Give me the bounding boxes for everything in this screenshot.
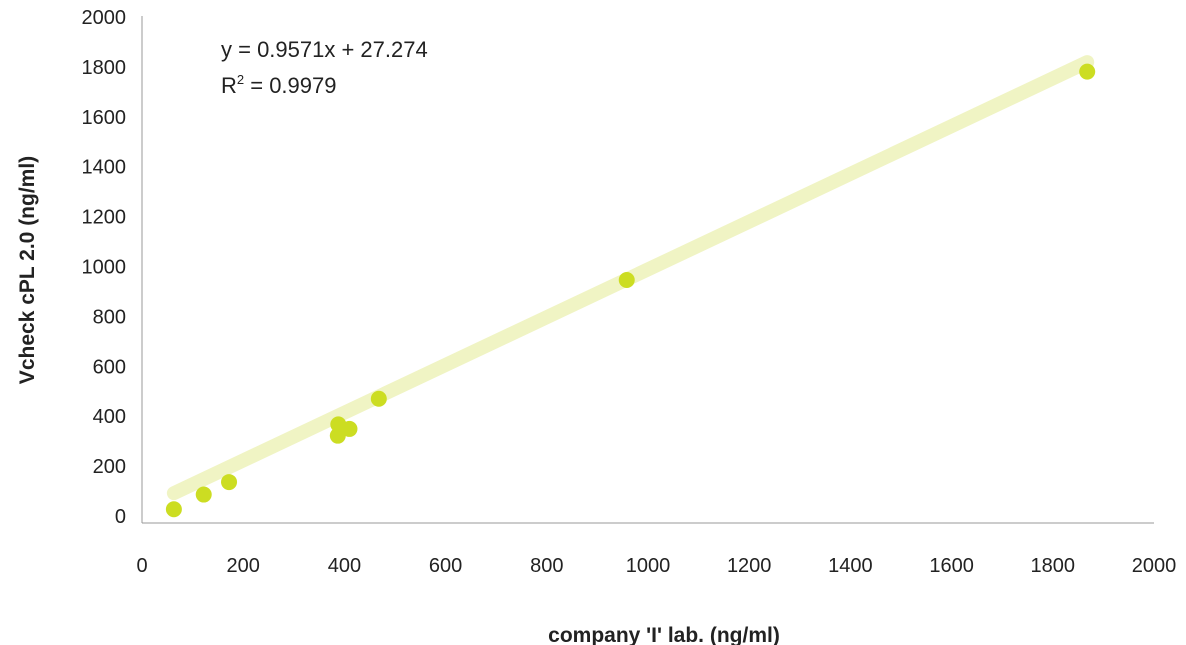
x-tick-label: 1200 <box>727 555 772 577</box>
r-squared-label: R2 = 0.9979 <box>221 72 337 98</box>
x-tick-label: 0 <box>136 555 147 577</box>
x-tick-label: 200 <box>227 555 260 577</box>
y-tick-label: 1800 <box>82 57 127 79</box>
y-tick-label: 1400 <box>82 157 127 179</box>
data-point <box>195 486 212 503</box>
data-point <box>618 271 635 288</box>
x-axis-ticks: 0 200 400 600 800 1000 1200 1400 1600 1800 2000 <box>136 555 1176 577</box>
x-tick-label: 400 <box>328 555 361 577</box>
data-point <box>370 390 387 407</box>
axes <box>141 16 1154 524</box>
trendline-equation: y = 0.9571x + 27.274 <box>221 37 428 62</box>
y-tick-label: 1600 <box>82 107 127 129</box>
x-axis-title: company 'I' lab. (ng/ml) <box>548 624 780 645</box>
y-axis-title: Vcheck cPL 2.0 (ng/ml) <box>16 156 39 384</box>
x-tick-label: 800 <box>530 555 563 577</box>
data-point <box>221 474 238 491</box>
r-squared-value: = 0.9979 <box>244 73 336 98</box>
y-tick-label: 800 <box>93 306 126 328</box>
y-tick-label: 600 <box>93 356 126 378</box>
y-tick-label: 2000 <box>82 7 127 29</box>
data-point <box>1079 63 1096 80</box>
y-tick-label: 200 <box>93 456 126 478</box>
r-squared-prefix: R <box>221 73 237 98</box>
x-tick-label: 1400 <box>828 555 873 577</box>
x-tick-label: 1800 <box>1031 555 1076 577</box>
y-tick-label: 1200 <box>82 207 127 229</box>
x-tick-label: 1600 <box>929 555 974 577</box>
r-squared-superscript: 2 <box>237 72 244 87</box>
data-points <box>165 63 1096 518</box>
y-axis-ticks: 0 200 400 600 800 1000 1200 1400 1600 1800 2000 <box>82 7 127 528</box>
x-tick-label: 2000 <box>1132 555 1177 577</box>
y-tick-label: 0 <box>115 506 126 528</box>
x-tick-label: 600 <box>429 555 462 577</box>
x-tick-label: 1000 <box>626 555 671 577</box>
data-point <box>341 420 358 437</box>
data-point <box>165 501 182 518</box>
y-tick-label: 400 <box>93 406 126 428</box>
data-point <box>329 427 346 444</box>
y-tick-label: 1000 <box>82 257 127 279</box>
